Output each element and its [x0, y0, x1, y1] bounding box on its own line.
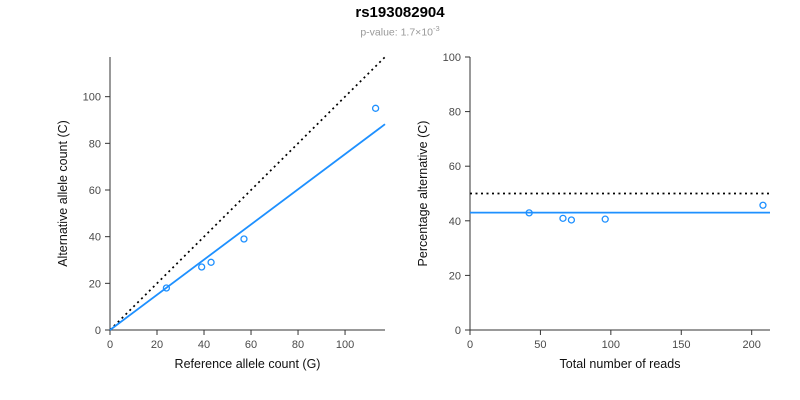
x-tick-label: 40: [198, 339, 210, 351]
data-point: [240, 235, 248, 243]
data-point: [371, 104, 380, 112]
x-tick-label: 100: [336, 339, 354, 351]
y-tick-label: 80: [449, 107, 461, 119]
figure-header: rs193082904 p-value: 1.7×10-3: [0, 4, 800, 40]
chart-title: rs193082904: [355, 4, 445, 21]
x-tick-label: 200: [743, 339, 761, 351]
data-point: [601, 215, 609, 223]
y-axis-title: Alternative allele count (C): [56, 120, 70, 267]
y-tick-label: 60: [89, 185, 101, 197]
y-axis-title: Percentage alternative (C): [416, 121, 430, 267]
data-point: [525, 209, 533, 217]
y-tick-label: 100: [443, 52, 461, 64]
x-tick-label: 80: [292, 339, 304, 351]
x-axis-title: Total number of reads: [560, 357, 681, 371]
x-tick-label: 0: [467, 339, 473, 351]
y-tick-label: 100: [83, 92, 101, 104]
y-tick-label: 0: [95, 325, 101, 337]
y-tick-label: 0: [455, 325, 461, 337]
x-tick-label: 0: [107, 339, 113, 351]
fit-line: [109, 123, 386, 331]
identity-line: [109, 56, 386, 331]
data-point: [162, 284, 171, 292]
data-point: [567, 216, 576, 224]
x-tick-label: 20: [151, 339, 163, 351]
y-tick-label: 20: [449, 270, 461, 282]
chart-subtitle: p-value: 1.7×10-3: [0, 22, 800, 40]
x-axis-title: Reference allele count (G): [175, 357, 321, 371]
data-point: [198, 263, 206, 271]
x-tick-label: 150: [672, 339, 690, 351]
data-point: [207, 258, 215, 266]
data-point: [559, 214, 567, 222]
pvalue-text: p-value: 1.7×10: [360, 26, 433, 39]
y-tick-label: 40: [89, 232, 101, 244]
y-tick-label: 80: [89, 138, 101, 150]
left-scatter-plot: 0 20 40 60 80 100 0 20 40 60 80 100 Reference allele…: [56, 56, 386, 371]
y-tick-label: 40: [449, 216, 461, 228]
y-tick-label: 20: [89, 278, 101, 290]
x-tick-label: 60: [245, 339, 257, 351]
pvalue-exponent: -3: [433, 24, 440, 33]
x-tick-label: 100: [602, 339, 620, 351]
data-point: [759, 201, 767, 209]
y-tick-label: 60: [449, 161, 461, 173]
x-tick-label: 50: [534, 339, 546, 351]
right-scatter-plot: 0 50 100 150 200 0 20 40 60 80 100 Total number of …: [416, 52, 770, 371]
